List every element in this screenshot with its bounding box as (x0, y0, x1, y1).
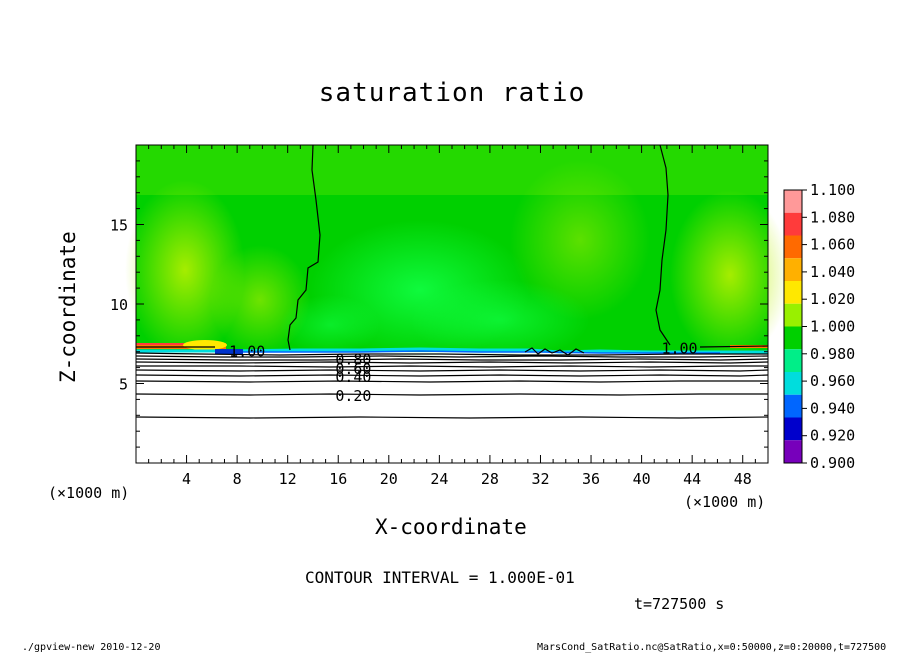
contour-label: 0.40 (335, 368, 371, 386)
contour-label: 0.80 (335, 351, 371, 369)
contour-label: 0.60 (335, 360, 371, 378)
colorbar-label: 0.920 (810, 427, 855, 445)
colorbar-swatch (784, 417, 802, 441)
chart-title: saturation ratio (318, 78, 586, 108)
colorbar-swatch (784, 440, 802, 463)
saturation-field (125, 145, 790, 463)
colorbar-label: 0.900 (810, 454, 855, 472)
x-tick-label: 36 (582, 470, 600, 488)
x-tick-label: 16 (329, 470, 347, 488)
colorbar-label: 0.980 (810, 345, 855, 363)
colorbar-label: 0.940 (810, 399, 855, 417)
x-unit-label-right: (×1000 m) (684, 493, 766, 511)
footer-right: MarsCond_SatRatio.nc@SatRatio,x=0:50000,… (537, 642, 887, 653)
colorbar-swatch (784, 258, 802, 281)
y-tick-label: 15 (110, 217, 128, 235)
x-unit-label-left: (×1000 m) (48, 484, 130, 502)
colorbar-label: 1.080 (810, 208, 855, 226)
y-axis-label: Z-coordinate (56, 231, 80, 383)
x-tick-label: 20 (380, 470, 398, 488)
x-tick-label: 28 (481, 470, 499, 488)
contour-label: 1.00 (661, 340, 697, 358)
x-tick-label: 8 (233, 470, 242, 488)
contour-label: 1.00 (229, 343, 265, 361)
x-tick-label: 4 (182, 470, 191, 488)
y-axis: 5 10 15 (110, 160, 768, 448)
contour-interval-label: CONTOUR INTERVAL = 1.000E-01 (305, 568, 575, 587)
time-label: t=727500 s (634, 595, 725, 613)
contour-label: 0.20 (335, 387, 371, 405)
colorbar-swatch (784, 372, 802, 395)
colorbar-label: 1.060 (810, 236, 855, 254)
x-axis-label: X-coordinate (375, 515, 527, 539)
colorbar-swatch (784, 303, 802, 327)
contour-lines (135, 144, 769, 419)
y-tick-label: 10 (110, 296, 128, 314)
x-tick-label: 12 (279, 470, 297, 488)
colorbar-label: 1.100 (810, 181, 855, 199)
colorbar-swatch (784, 394, 802, 418)
colorbar-swatch (784, 212, 802, 236)
colorbar-swatch (784, 281, 802, 304)
x-tick-label: 44 (683, 470, 701, 488)
colorbar-swatch (784, 349, 802, 372)
footer-left: ./gpview-new 2010-12-20 (22, 642, 161, 653)
colorbar-swatch (784, 326, 802, 350)
x-tick-label: 32 (531, 470, 549, 488)
y-tick-label: 5 (119, 376, 128, 394)
colorbar: 1.100 1.080 1.060 1.040 1.020 1.000 0.980 0.960… (783, 181, 855, 472)
colorbar-label: 1.020 (810, 290, 855, 308)
colorbar-swatch (784, 190, 802, 213)
x-axis: 4 8 12 16 20 24 28 32 36 40 44 48 (148, 145, 756, 488)
colorbar-label: 0.960 (810, 372, 855, 390)
colorbar-label: 1.040 (810, 263, 855, 281)
colorbar-swatch (784, 235, 802, 259)
colorbar-label: 1.000 (810, 318, 855, 336)
x-tick-label: 40 (633, 470, 651, 488)
x-tick-label: 24 (430, 470, 448, 488)
x-tick-label: 48 (734, 470, 752, 488)
contour-labels: 1.00 1.00 0.800.600.400.20 (229, 340, 697, 406)
